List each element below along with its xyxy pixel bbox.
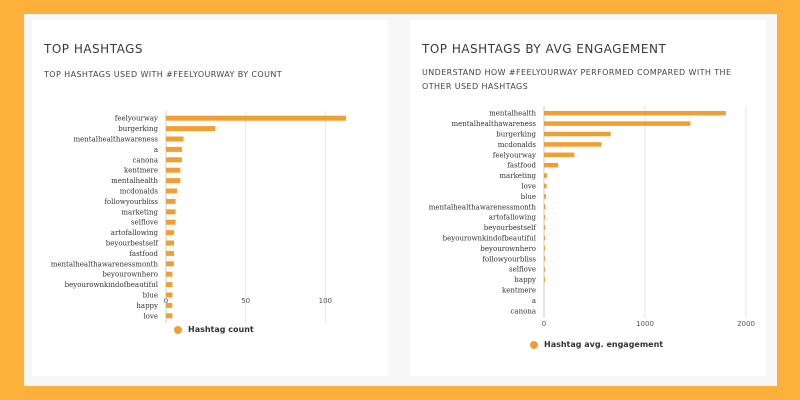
bar (166, 157, 182, 163)
bar (166, 302, 173, 308)
category-label: beyourbestself (106, 240, 160, 248)
category-label: marketing (121, 208, 158, 216)
category-label: beyourbestself (484, 224, 538, 232)
bar (166, 240, 174, 246)
category-label: a (154, 146, 158, 154)
x-tick-label: 1000 (636, 320, 654, 328)
bar (544, 246, 546, 251)
category-label: beyourownhero (102, 271, 158, 279)
category-label: feelyourway (493, 151, 536, 159)
bar (166, 250, 174, 256)
category-label: followyourbliss (482, 255, 536, 263)
category-label: mentalhealthawarenessmonth (51, 260, 159, 268)
category-label: burgerking (118, 125, 158, 133)
category-label: artofallowing (489, 214, 537, 222)
category-label: happy (514, 276, 536, 284)
bar (544, 266, 546, 272)
card-title: TOP HASHTAGS (44, 42, 144, 56)
category-label: happy (136, 302, 158, 310)
category-label: followyourbliss (104, 198, 158, 206)
bar (166, 313, 173, 319)
bar (544, 131, 611, 137)
bar (166, 271, 173, 277)
category-label: canona (133, 156, 159, 164)
category-label: selflove (509, 266, 536, 274)
category-label: mentalhealth (111, 177, 158, 185)
bar (544, 235, 546, 241)
category-label: mentalhealthawareness (73, 136, 158, 144)
category-label: a (532, 297, 536, 305)
category-label: kentmere (502, 287, 536, 295)
category-label: beyourownkindofbeautiful (443, 235, 537, 243)
legend-swatch (530, 340, 538, 349)
category-label: canona (511, 307, 537, 315)
bar (166, 230, 174, 236)
top-hashtags-card: TOP HASHTAGS TOP HASHTAGS USED WITH #FEE… (32, 20, 388, 376)
x-tick-label: 0 (542, 320, 546, 328)
category-label: artofallowing (111, 229, 159, 237)
bar (544, 225, 546, 230)
category-label: mcdonalds (120, 188, 159, 196)
bar (544, 142, 602, 147)
bar (166, 136, 184, 142)
legend-swatch (174, 325, 182, 334)
category-label: love (521, 183, 536, 191)
x-tick-label: 50 (241, 297, 250, 305)
category-label: blue (521, 193, 536, 201)
category-label: kentmere (124, 167, 158, 175)
category-label: beyourownhero (480, 245, 536, 253)
x-tick-label: 100 (319, 297, 332, 305)
bar (544, 204, 546, 210)
category-label: selflove (131, 219, 158, 227)
bar (166, 282, 173, 288)
legend-label: Hashtag avg. engagement (544, 340, 664, 349)
chart-legend[interactable]: Hashtag count (174, 325, 254, 334)
bar (166, 198, 176, 204)
legend-label: Hashtag count (188, 325, 254, 334)
bar (544, 152, 575, 158)
avg-engagement-chart: 0 1000 2000 mentalhealth mentalhealthawarene… (429, 106, 755, 328)
x-tick-label: 2000 (737, 320, 755, 328)
bar (166, 126, 216, 132)
bar (544, 173, 548, 178)
bar (166, 209, 176, 215)
category-label: love (143, 312, 158, 320)
bar (544, 110, 726, 116)
bar (166, 146, 182, 152)
bar (544, 162, 559, 168)
card-title: TOP HASHTAGS BY AVG ENGAGEMENT (422, 42, 667, 56)
bar (544, 277, 546, 282)
bar (544, 256, 546, 262)
bar (166, 115, 347, 121)
category-label: mentalhealth (489, 110, 536, 118)
top-hashtags-chart: 050100feelyourwayburgerkingmentalhealtha… (51, 111, 347, 323)
bar (166, 178, 181, 184)
bar (166, 219, 176, 225)
bar (544, 183, 547, 189)
bar (166, 167, 181, 173)
category-label: mentalhealthawarenessmonth (429, 203, 537, 211)
bar (166, 261, 174, 267)
category-label: marketing (499, 172, 536, 180)
chart-legend[interactable]: Hashtag avg. engagement (530, 340, 663, 349)
category-label: mentalhealthawareness (451, 120, 536, 128)
category-label: beyourownkindofbeautiful (65, 281, 159, 289)
card-subtitle: UNDERSTAND HOW #FEELYOURWAY PERFORMED CO… (422, 68, 732, 91)
bar (166, 188, 178, 194)
category-label: fastfood (129, 250, 158, 258)
bar (544, 121, 691, 126)
bar (544, 194, 547, 199)
category-label: burgerking (496, 131, 536, 139)
category-label: fastfood (507, 162, 536, 170)
category-label: mcdonalds (498, 141, 537, 149)
category-label: feelyourway (115, 115, 158, 123)
category-label: blue (143, 292, 158, 300)
avg-engagement-card: TOP HASHTAGS BY AVG ENGAGEMENT UNDERSTAN… (410, 20, 766, 376)
card-subtitle: TOP HASHTAGS USED WITH #FEELYOURWAY BY C… (44, 70, 283, 79)
bar (166, 292, 173, 298)
bar (544, 214, 546, 220)
